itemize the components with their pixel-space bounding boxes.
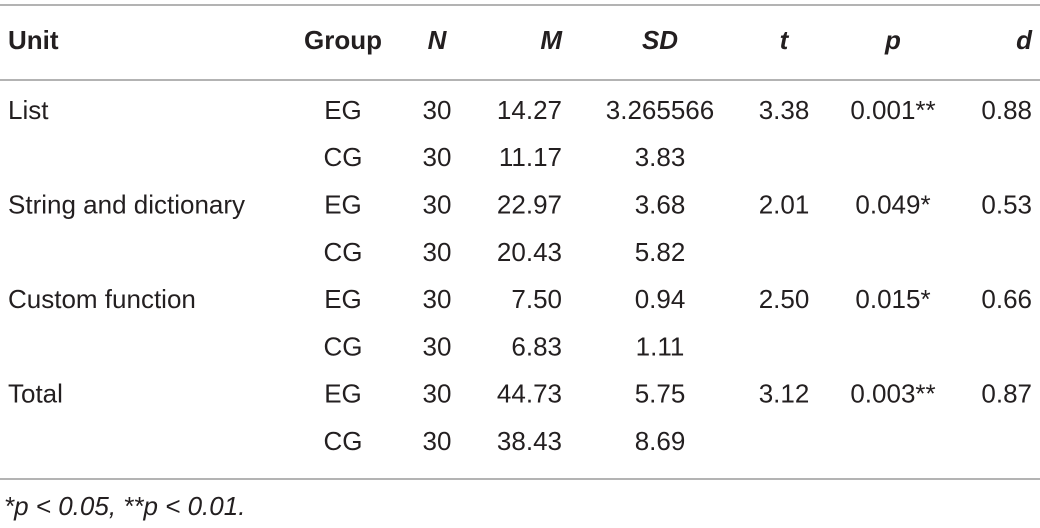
table-cell: 2.01 — [759, 189, 810, 219]
footnote: *p < 0.05, **p < 0.01. — [4, 491, 245, 521]
table-cell: 30 — [423, 284, 452, 314]
table-cell: CG — [324, 331, 363, 361]
table-cell: String and dictionary — [8, 189, 245, 219]
table-cell: 5.75 — [635, 379, 686, 409]
table-cell: 30 — [423, 95, 452, 125]
table-cell: 30 — [423, 331, 452, 361]
table-cell: EG — [324, 379, 362, 409]
table-cell: 3.68 — [635, 189, 686, 219]
table-cell: 7.50 — [511, 284, 562, 314]
table-cell: 5.82 — [635, 237, 686, 267]
column-header: d — [1016, 25, 1033, 55]
table-cell: EG — [324, 189, 362, 219]
table-cell: 44.73 — [497, 379, 562, 409]
table-cell: 11.17 — [499, 142, 562, 172]
table-cell: 2.50 — [759, 284, 810, 314]
column-header: p — [884, 25, 901, 55]
column-header: N — [428, 25, 448, 55]
table-cell: 0.015* — [855, 284, 930, 314]
table-cell: 22.97 — [497, 189, 562, 219]
column-header: Group — [304, 25, 382, 55]
table-cell: 30 — [423, 379, 452, 409]
table-cell: 0.003** — [850, 379, 935, 409]
table-cell: EG — [324, 284, 362, 314]
table-cell: EG — [324, 95, 362, 125]
table-cell: 3.12 — [759, 379, 810, 409]
table-cell: 3.38 — [759, 95, 810, 125]
table-cell: 38.43 — [497, 426, 562, 456]
table-cell: 30 — [423, 142, 452, 172]
table-cell: CG — [324, 426, 363, 456]
table-cell: 1.11 — [636, 331, 685, 361]
table-cell: Total — [8, 379, 63, 409]
table-cell: 30 — [423, 189, 452, 219]
column-header: SD — [642, 25, 678, 55]
table-cell: 8.69 — [635, 426, 686, 456]
column-header: M — [540, 25, 563, 55]
table-cell: 3.83 — [635, 142, 686, 172]
table-cell: 0.88 — [981, 95, 1032, 125]
table-cell: 30 — [423, 237, 452, 267]
table-cell: 0.53 — [981, 189, 1032, 219]
table-cell: CG — [324, 142, 363, 172]
table-cell: 3.265566 — [606, 95, 714, 125]
table-cell: 14.27 — [497, 95, 562, 125]
table-cell: 0.87 — [981, 379, 1032, 409]
table-cell: List — [8, 95, 49, 125]
table-cell: 0.66 — [981, 284, 1032, 314]
table-cell: 30 — [423, 426, 452, 456]
table-cell: 20.43 — [497, 237, 562, 267]
table-cell: 6.83 — [511, 331, 562, 361]
table-cell: 0.001** — [850, 95, 935, 125]
table-cell: CG — [324, 237, 363, 267]
table-cell: 0.049* — [855, 189, 930, 219]
table-cell: 0.94 — [635, 284, 686, 314]
column-header: t — [780, 25, 790, 55]
table-cell: Custom function — [8, 284, 196, 314]
column-header: Unit — [8, 25, 59, 55]
